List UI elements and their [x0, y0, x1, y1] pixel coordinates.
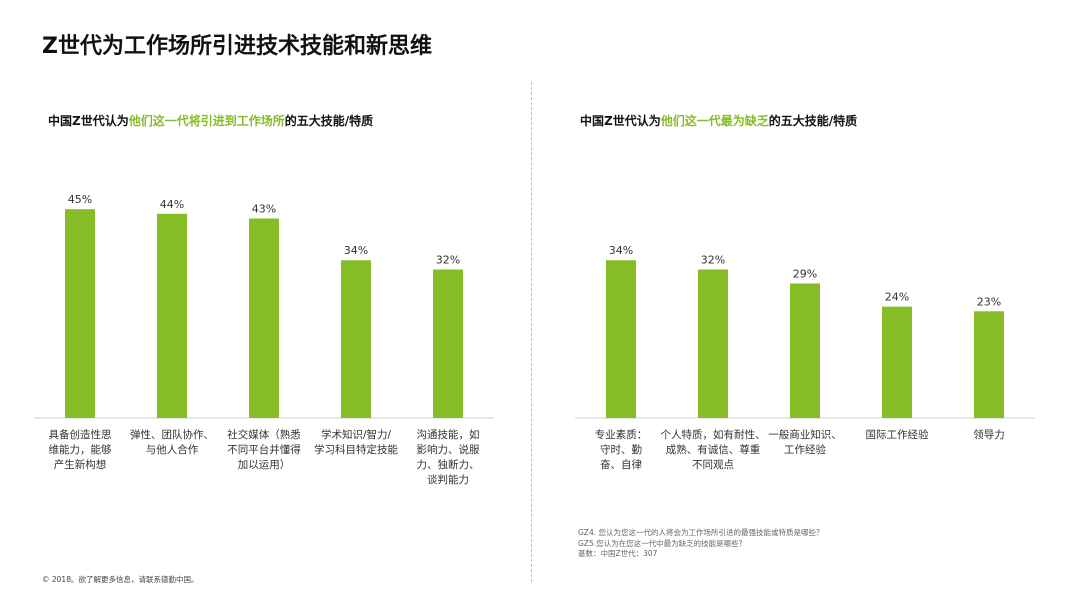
- footnotes: GZ4. 您认为您这一代的人将会为工作场所引进的最强技能或特质是哪些？ GZ5.…: [578, 528, 824, 560]
- right-bar-4: [882, 306, 912, 418]
- left-value-label-3: 43%: [252, 202, 276, 215]
- left-value-label-4: 34%: [344, 244, 368, 257]
- footnote-base: 基数：中国Z世代：307: [578, 549, 658, 558]
- right-value-label-2: 32%: [701, 254, 725, 267]
- right-bar-2: [698, 269, 728, 418]
- right-category-label-4: 国际工作经验: [866, 428, 929, 441]
- left-category-label-1: 具备创造性思维能力，能够产生新构想: [49, 428, 112, 471]
- copyright: © 2018。欲了解更多信息，请联系德勤中国。: [42, 575, 199, 584]
- left-chart-title-suffix: 的五大技能/特质: [284, 114, 374, 128]
- right-chart-title: 中国Z世代认为他们这一代最为缺乏的五大技能/特质: [580, 112, 857, 129]
- left-bar-3: [249, 218, 279, 418]
- footnote-gz4: GZ4. 您认为您这一代的人将会为工作场所引进的最强技能或特质是哪些？: [578, 528, 824, 537]
- footnote-gz5: GZ5.您认为在您这一代中最为缺乏的技能是哪些？: [578, 538, 747, 548]
- right-bar-1: [606, 260, 636, 418]
- left-bar-2: [157, 213, 187, 418]
- left-value-label-2: 44%: [160, 198, 184, 211]
- right-category-label-1: 专业素质：守时、勤奋、自律: [595, 428, 648, 471]
- left-category-label-3: 社交媒体（熟悉不同平台并懂得加以运用）: [227, 428, 301, 471]
- left-bar-4: [341, 260, 371, 418]
- right-category-label-3: 一般商业知识、工作经验: [768, 428, 842, 456]
- right-bar-5: [974, 311, 1004, 418]
- right-category-label-2: 个人特质，如有耐性、成熟、有诚信、尊重不同观点: [661, 428, 766, 471]
- right-bar-3: [790, 283, 820, 418]
- right-category-label-5: 领导力: [973, 428, 1005, 441]
- panel-divider: [531, 82, 532, 582]
- right-value-label-1: 34%: [609, 244, 633, 257]
- page-title: Z世代为工作场所引进技术技能和新思维: [42, 34, 432, 59]
- left-category-label-2: 弹性、团队协作、与他人合作: [130, 428, 214, 456]
- left-chart-title-highlight: 他们这一代将引进到工作场所: [128, 114, 285, 128]
- left-category-label-5: 沟通技能，如影响力、说服力、独断力、谈判能力: [417, 428, 480, 486]
- right-value-label-4: 24%: [885, 291, 909, 304]
- left-chart-title: 中国Z世代认为他们这一代将引进到工作场所的五大技能/特质: [48, 112, 373, 129]
- left-chart-title-prefix: 中国Z世代认为: [48, 114, 129, 128]
- right-chart-title-highlight: 他们这一代最为缺乏: [660, 114, 769, 128]
- right-value-label-5: 23%: [977, 295, 1001, 308]
- right-chart-title-suffix: 的五大技能/特质: [768, 114, 858, 128]
- left-bar-1: [65, 209, 95, 418]
- right-chart-title-prefix: 中国Z世代认为: [580, 114, 661, 128]
- left-bar-5: [433, 269, 463, 418]
- left-value-label-1: 45%: [68, 193, 92, 206]
- right-value-label-3: 29%: [793, 267, 817, 280]
- left-value-label-5: 32%: [436, 254, 460, 267]
- left-category-label-4: 学术知识/智力/学习科目特定技能: [314, 428, 398, 456]
